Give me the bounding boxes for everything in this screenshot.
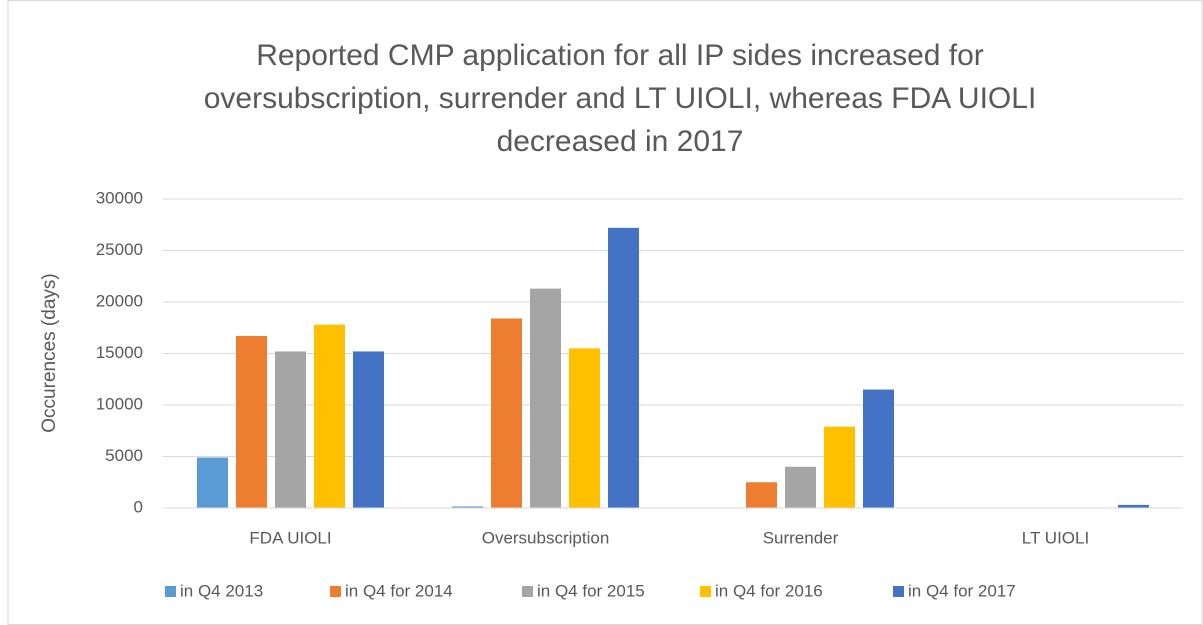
y-tick-label: 10000 bbox=[96, 394, 143, 413]
legend-label: in Q4 for 2015 bbox=[537, 581, 645, 600]
legend-label: in Q4 for 2017 bbox=[908, 581, 1016, 600]
chart-border bbox=[7, 0, 1203, 625]
bar bbox=[452, 506, 483, 508]
x-tick-label: LT UIOLI bbox=[1022, 528, 1089, 547]
legend-swatch bbox=[165, 586, 176, 597]
bar bbox=[1118, 504, 1149, 508]
bar bbox=[863, 389, 894, 508]
bar bbox=[275, 351, 306, 508]
bar bbox=[314, 324, 345, 508]
bar bbox=[746, 482, 777, 508]
y-tick-label: 5000 bbox=[105, 446, 143, 465]
bar bbox=[491, 318, 522, 508]
y-tick-label: 30000 bbox=[96, 188, 143, 207]
x-tick-label: Surrender bbox=[763, 528, 839, 547]
legend-swatch bbox=[893, 586, 904, 597]
legend-label: in Q4 2013 bbox=[180, 581, 263, 600]
y-tick-label: 15000 bbox=[96, 343, 143, 362]
y-axis-label: Occurences (days) bbox=[39, 273, 60, 432]
legend-label: in Q4 for 2014 bbox=[345, 581, 453, 600]
chart-title: Reported CMP application for all IP side… bbox=[203, 39, 1037, 158]
bar bbox=[353, 351, 384, 508]
bar bbox=[785, 466, 816, 508]
legend-label: in Q4 for 2016 bbox=[715, 581, 823, 600]
legend-swatch bbox=[522, 586, 533, 597]
bar bbox=[608, 227, 639, 508]
y-tick-label: 20000 bbox=[96, 291, 143, 310]
x-tick-label: FDA UIOLI bbox=[249, 528, 331, 547]
legend-swatch bbox=[330, 586, 341, 597]
bar bbox=[236, 335, 267, 508]
bar bbox=[530, 288, 561, 508]
y-tick-label: 25000 bbox=[96, 240, 143, 259]
bar bbox=[197, 457, 228, 508]
legend-swatch bbox=[700, 586, 711, 597]
bar bbox=[824, 426, 855, 508]
x-tick-label: Oversubscription bbox=[482, 528, 610, 547]
bar bbox=[569, 348, 600, 508]
y-tick-label: 0 bbox=[134, 497, 143, 516]
